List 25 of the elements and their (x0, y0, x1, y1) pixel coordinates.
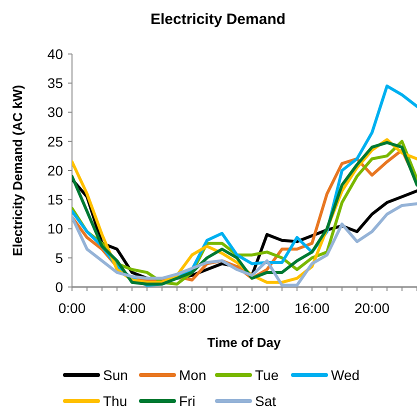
x-tick-label: 20:00 (354, 300, 390, 316)
y-tick-label: 10 (47, 220, 64, 237)
y-tick-label: 15 (47, 192, 64, 208)
legend-label: Sun (103, 366, 128, 383)
chart-title: Electricity Demand (150, 11, 286, 28)
x-tick-label: 4:00 (118, 300, 146, 316)
x-axis-title: Time of Day (207, 335, 282, 350)
legend-label: Tue (255, 366, 279, 383)
x-tick-label: 16:00 (294, 300, 330, 316)
x-tick-label: 8:00 (178, 300, 206, 316)
y-tick-label: 5 (55, 250, 64, 266)
y-tick-label: 25 (47, 133, 64, 150)
y-axis-title: Electricity Demand (AC kW) (10, 84, 25, 256)
y-tick-label: 30 (47, 104, 64, 120)
legend-label: Mon (179, 366, 206, 383)
legend-label: Wed (331, 366, 360, 383)
y-tick-label: 35 (47, 75, 64, 92)
legend-label: Thu (103, 392, 128, 409)
y-tick-label: 40 (47, 46, 64, 62)
legend-label: Sat (255, 392, 276, 409)
y-tick-label: 0 (55, 278, 64, 295)
x-tick-label: 0:00 (58, 300, 86, 316)
x-tick-label: 12:00 (234, 300, 270, 316)
y-tick-label: 20 (47, 162, 64, 178)
legend-label: Fri (179, 392, 196, 409)
